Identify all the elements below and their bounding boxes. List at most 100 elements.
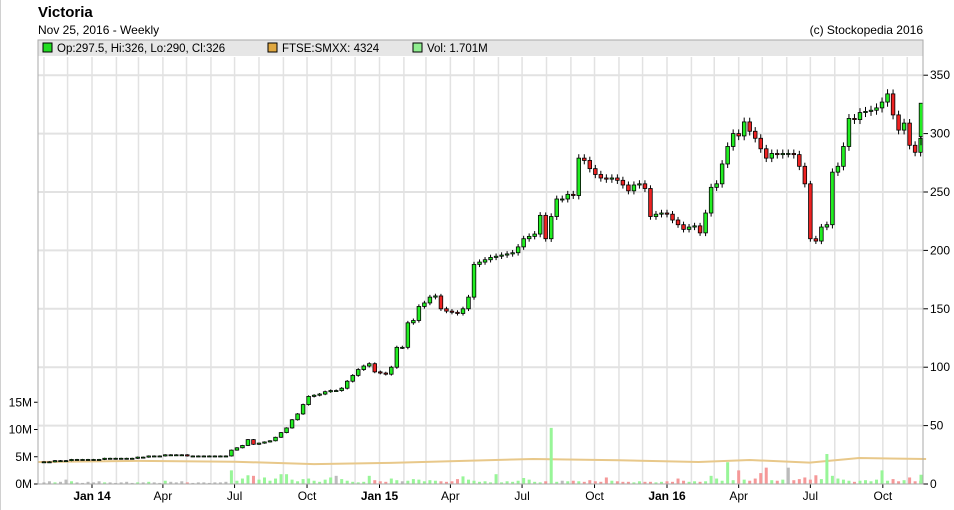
candle-body [670,213,675,221]
volume-bar [433,480,437,484]
volume-bar [671,481,675,484]
volume-bar [329,477,333,484]
volume-bar [858,480,862,484]
volume-bar [114,482,118,484]
candle-body [129,457,135,460]
candle-body [416,306,422,321]
price-tick-label: 250 [930,185,950,199]
legend-bar [38,40,923,56]
volume-bar [450,481,454,484]
candle-body [758,137,763,150]
volume-bar [428,480,432,484]
x-tick-label: Jan 16 [648,489,686,503]
volume-bar [588,480,592,484]
legend-volume-label: Vol: 1.701M [427,43,488,55]
volume-bar [913,481,917,484]
candle-body [560,198,565,201]
volume-bar [615,481,619,484]
volume-bar [257,479,261,484]
index-line-layer [38,456,927,466]
volume-tick-label: 0M [15,477,32,491]
candle-body [251,439,256,445]
candle-body [620,179,626,186]
volume-bar [709,475,713,484]
volume-bar [345,480,349,484]
candle-body [389,366,394,375]
candle-body [797,154,802,167]
candle-body [686,226,692,230]
volume-bar [891,479,895,484]
candle-body [69,459,74,462]
candle-body [63,460,69,463]
candle-body [697,225,703,234]
candle-body [367,363,372,367]
volume-bar [621,481,625,484]
x-tick-label: Oct [585,489,604,503]
volume-bar [119,482,123,484]
price-tick-label: 200 [930,243,950,257]
volume-bars [42,427,923,484]
volume-bar [847,480,851,484]
candle-body [466,296,471,310]
candle-body [262,441,267,444]
volume-bar [279,474,283,484]
volume-bar [240,478,244,484]
volume-bar [544,481,548,484]
candle-body [813,238,819,242]
candle-body [422,302,427,307]
volume-bar [511,481,515,484]
volume-bar [64,479,68,484]
candle-body [471,264,477,298]
candle-body [58,460,63,463]
candle-body [648,188,653,217]
volume-bar [693,481,697,484]
candle-body [912,144,918,153]
volume-bar [86,481,90,484]
volume-bar [235,480,239,484]
volume-bar [698,481,702,484]
volume-bar [632,482,636,484]
volume-bar [764,467,768,484]
volume-bar [58,481,62,484]
candle-body [339,387,344,391]
volume-bar [748,480,752,484]
volume-bar [560,480,564,484]
price-tick-label: 0 [930,477,937,491]
volume-bar [704,481,708,484]
candle-body [361,365,366,370]
volume-bar [659,481,663,484]
volume-bar [610,480,614,484]
candle-body [852,118,857,120]
volume-bar [406,480,410,484]
candle-body [212,455,218,458]
volume-bar [318,481,322,484]
candle-body [196,455,201,458]
candle-body [835,165,841,173]
candle-body [907,122,912,146]
candle-body [163,454,168,457]
candle-body [229,449,234,457]
volume-legend-swatch [412,42,423,53]
volume-bar [819,479,823,484]
candle-body [642,183,648,189]
volume-bar [687,481,691,484]
candle-body [460,308,466,314]
candle-body [256,442,262,445]
candle-body [598,174,604,179]
candle-body [830,171,835,226]
volume-bar [897,481,901,484]
candle-body [846,118,852,147]
volume-bar [130,482,134,484]
price-legend-swatch [42,42,53,53]
volume-bar [444,481,448,484]
candle-body [675,219,681,226]
candle-body [565,193,570,200]
candle-body [223,455,229,458]
candle-body [245,439,251,446]
candle-body [631,184,637,192]
price-tick-label: 50 [930,419,944,433]
candle-body [791,153,797,156]
x-tick-label: Oct [298,489,317,503]
candle-body [333,390,339,392]
volume-bar [483,481,487,484]
